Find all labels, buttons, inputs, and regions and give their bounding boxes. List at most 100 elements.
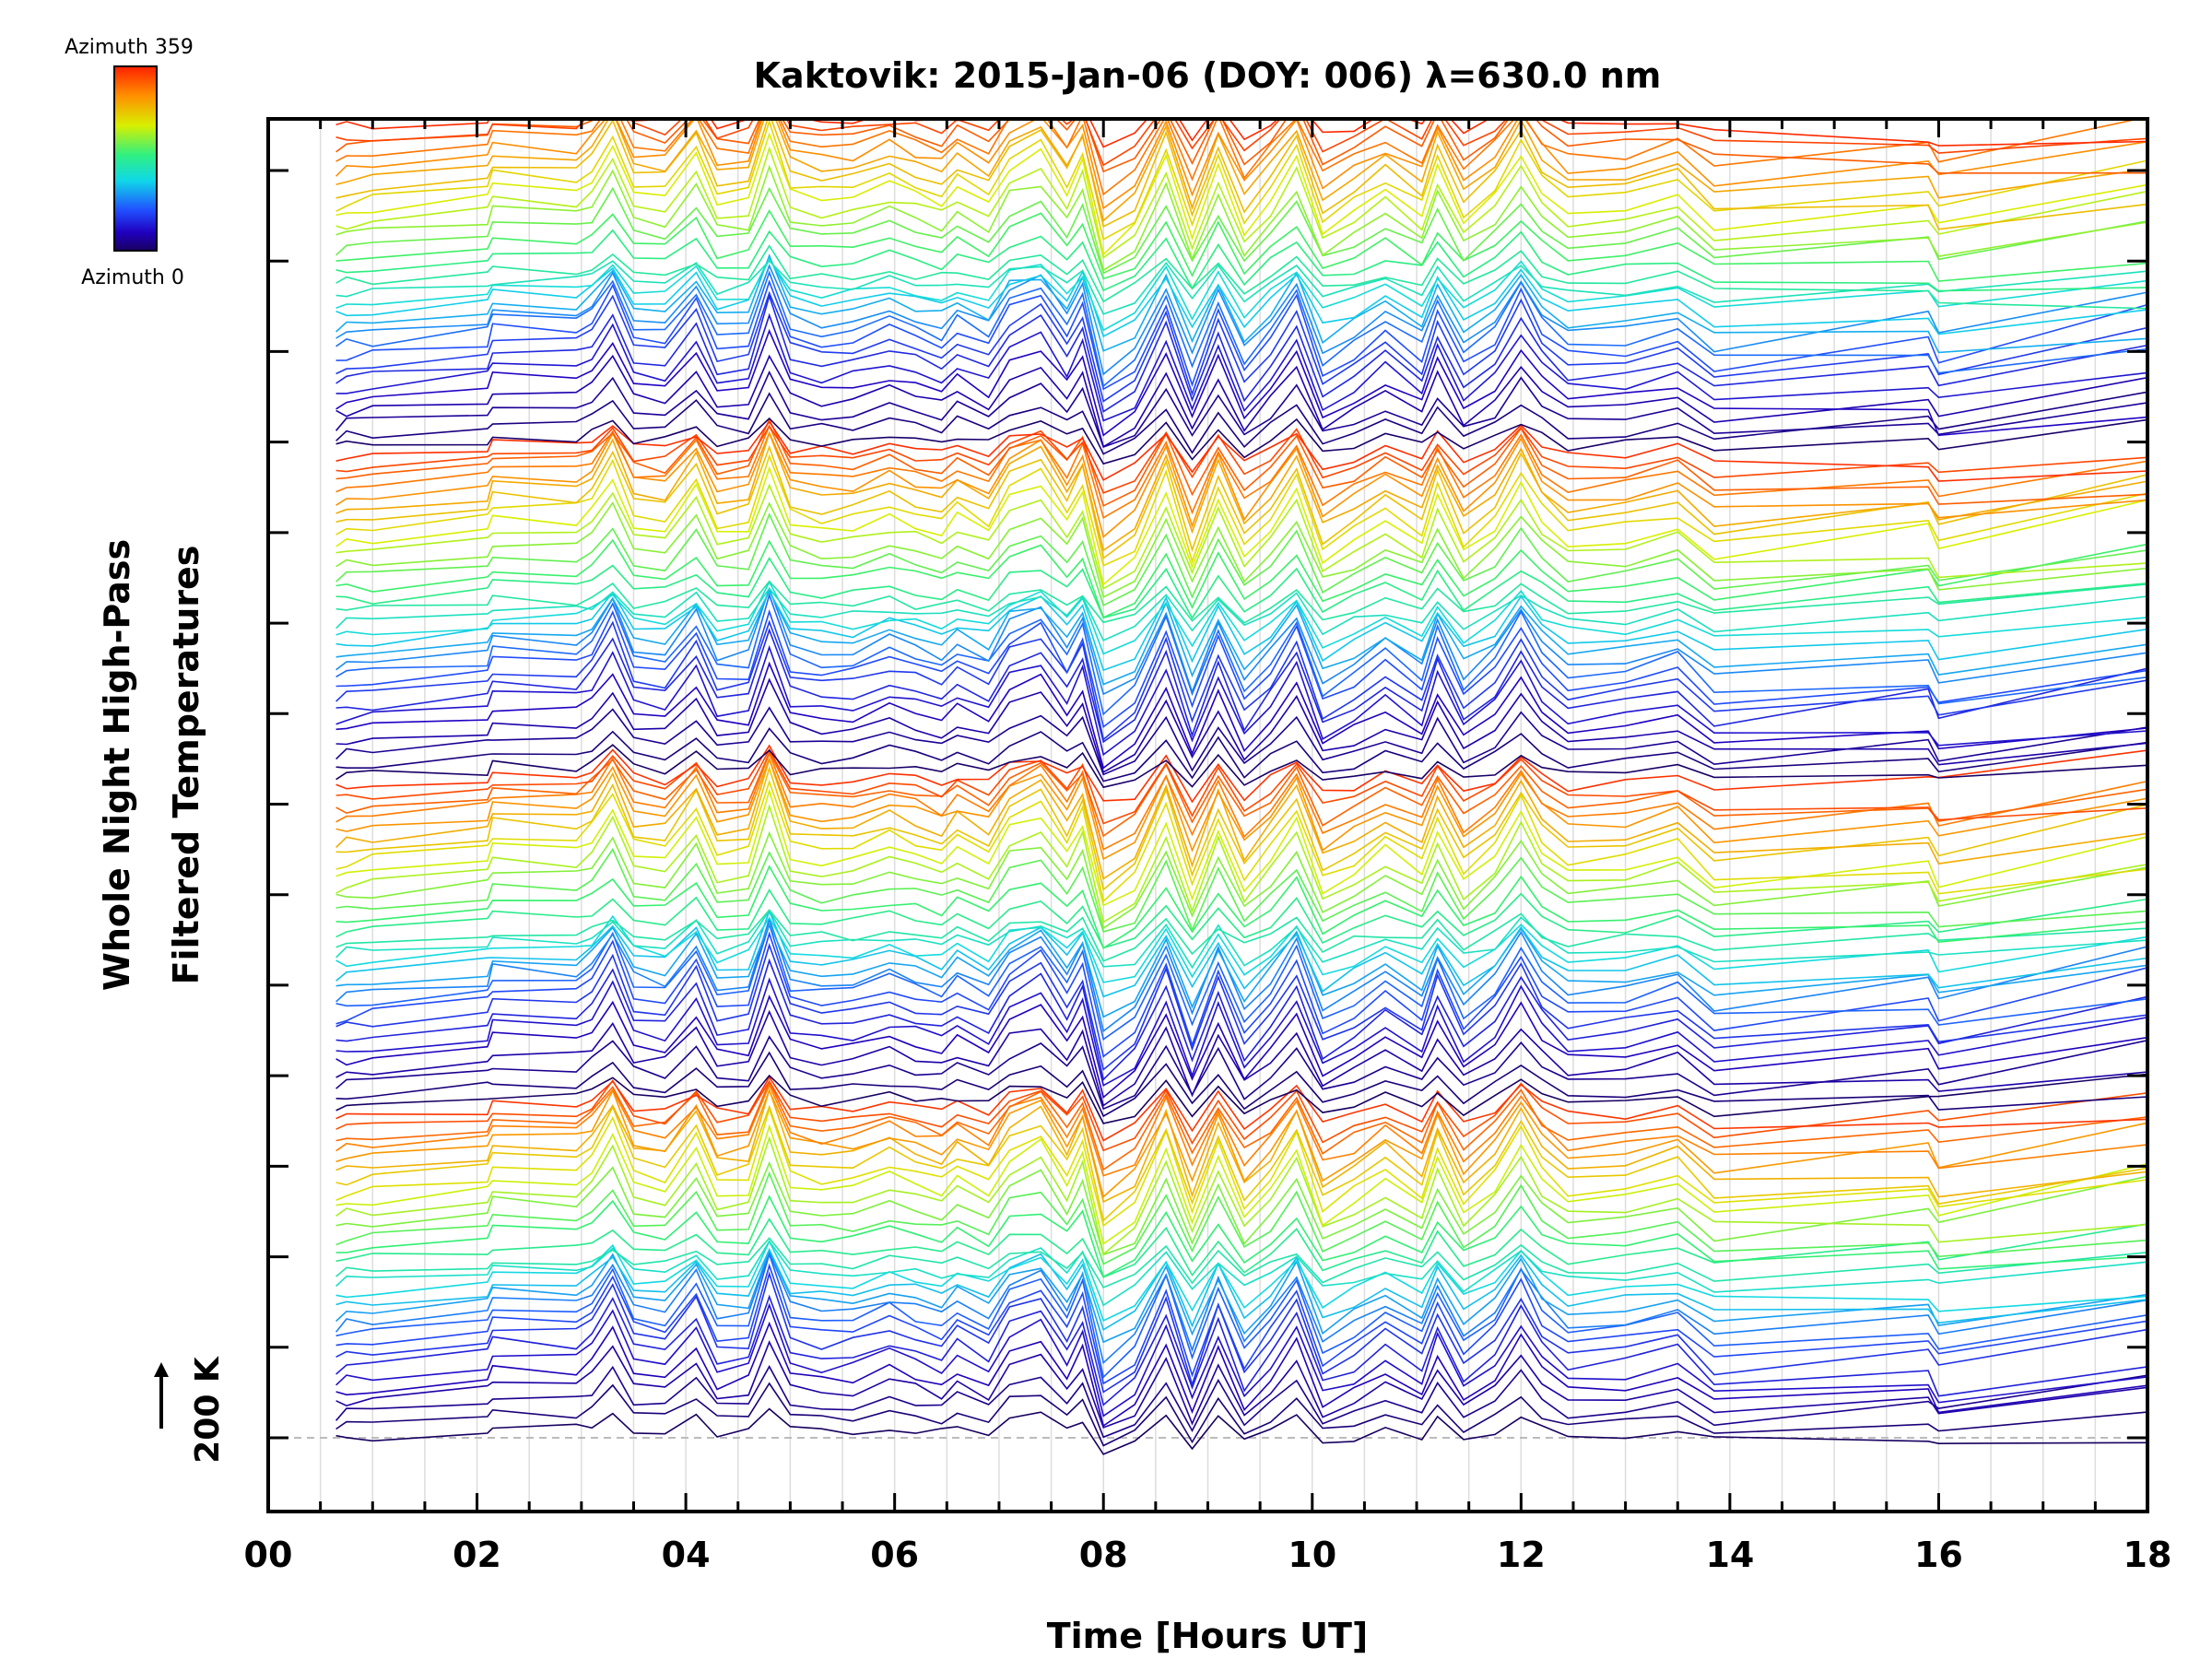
series-line bbox=[335, 1171, 2147, 1265]
series-line bbox=[335, 1271, 2147, 1394]
series-line bbox=[335, 589, 2147, 686]
x-tick-label: 06 bbox=[870, 1535, 919, 1575]
colorbar: Azimuth 359 Azimuth 0 bbox=[65, 36, 194, 289]
series-line bbox=[335, 909, 2147, 962]
series-line bbox=[335, 418, 2147, 507]
reference-arrow-head bbox=[154, 1362, 169, 1377]
series-line bbox=[335, 253, 2147, 354]
series-line bbox=[335, 909, 2147, 970]
series-line bbox=[335, 922, 2147, 1041]
reference-label: 200 K bbox=[189, 1356, 227, 1464]
series-line bbox=[335, 747, 2147, 825]
series-line bbox=[335, 279, 2147, 391]
series-line bbox=[335, 788, 2147, 907]
series-line bbox=[335, 580, 2147, 655]
series-line bbox=[335, 909, 2147, 998]
series-line bbox=[335, 1160, 2147, 1256]
series-line bbox=[335, 1051, 2147, 1118]
series-lines bbox=[335, 119, 2147, 1455]
series-line bbox=[335, 779, 2147, 903]
series-line bbox=[335, 661, 2147, 770]
x-tick-label: 16 bbox=[1914, 1535, 1963, 1575]
series-line bbox=[335, 1079, 2147, 1171]
series-line bbox=[335, 1088, 2147, 1198]
series-line bbox=[335, 417, 2147, 465]
series-line bbox=[335, 592, 2147, 716]
series-line bbox=[335, 830, 2147, 930]
x-tick-label: 04 bbox=[662, 1535, 711, 1575]
series-line bbox=[335, 264, 2147, 376]
colorbar-gradient bbox=[113, 65, 158, 252]
series-line bbox=[335, 556, 2147, 620]
series-line bbox=[335, 186, 2147, 275]
series-line bbox=[335, 146, 2147, 259]
series-line bbox=[335, 757, 2147, 880]
series-line bbox=[335, 208, 2147, 282]
series-line bbox=[335, 914, 2147, 983]
series-line bbox=[335, 1365, 2147, 1439]
series-line bbox=[335, 119, 2147, 222]
series-line bbox=[335, 420, 2147, 482]
series-line bbox=[335, 587, 2147, 641]
series-line bbox=[335, 994, 2147, 1100]
series-line bbox=[335, 1302, 2147, 1418]
series-line bbox=[335, 677, 2147, 773]
series-line bbox=[335, 258, 2147, 332]
x-tick-label: 18 bbox=[2124, 1535, 2172, 1575]
series-line bbox=[335, 119, 2147, 241]
series-line bbox=[335, 1035, 2147, 1111]
y-axis-label-line2: Filtered Temperatures bbox=[166, 546, 206, 985]
series-line bbox=[335, 229, 2147, 292]
series-line bbox=[335, 244, 2147, 310]
series-line bbox=[335, 1407, 2147, 1455]
series-line bbox=[335, 580, 2147, 624]
series-line bbox=[335, 164, 2147, 272]
series-line bbox=[335, 1218, 2147, 1278]
series-line bbox=[335, 744, 2147, 804]
series-line bbox=[335, 370, 2147, 449]
series-line bbox=[335, 483, 2147, 590]
series-line bbox=[335, 1294, 2147, 1406]
series-line bbox=[335, 1263, 2147, 1385]
series-line bbox=[335, 500, 2147, 599]
chart-title: Kaktovik: 2015-Jan-06 (DOY: 006) λ=630.0… bbox=[754, 55, 1662, 96]
series-line bbox=[335, 453, 2147, 567]
x-tick-label: 12 bbox=[1497, 1535, 1546, 1575]
series-line bbox=[335, 619, 2147, 741]
series-line bbox=[335, 750, 2147, 838]
series-line bbox=[335, 312, 2147, 422]
series-line bbox=[335, 751, 2147, 851]
series-line bbox=[335, 512, 2147, 606]
series-line bbox=[335, 260, 2147, 315]
series-line bbox=[335, 1248, 2147, 1344]
series-line bbox=[335, 958, 2147, 1081]
series-line bbox=[335, 424, 2147, 519]
series-line bbox=[335, 888, 2147, 949]
series-line bbox=[335, 977, 2147, 1087]
series-line bbox=[335, 931, 2147, 1058]
series-line bbox=[335, 765, 2147, 891]
series-line bbox=[335, 706, 2147, 776]
series-line bbox=[335, 1247, 2147, 1331]
series-line bbox=[335, 590, 2147, 672]
series-line bbox=[335, 1240, 2147, 1307]
series-line bbox=[335, 943, 2147, 1071]
series-line bbox=[335, 1340, 2147, 1429]
series-line bbox=[335, 757, 2147, 861]
series-line bbox=[335, 1237, 2147, 1288]
x-tick-label: 14 bbox=[1705, 1535, 1754, 1575]
series-line bbox=[335, 727, 2147, 782]
series-line bbox=[335, 293, 2147, 413]
series-line bbox=[335, 1321, 2147, 1428]
x-tick-label: 02 bbox=[453, 1535, 501, 1575]
series-line bbox=[335, 119, 2147, 167]
x-tick-label: 08 bbox=[1079, 1535, 1128, 1575]
series-line bbox=[335, 132, 2147, 256]
series-line bbox=[335, 328, 2147, 437]
series-line bbox=[335, 119, 2147, 210]
series-line bbox=[335, 425, 2147, 494]
series-line bbox=[335, 1073, 2147, 1124]
series-line bbox=[335, 1083, 2147, 1177]
series-line bbox=[335, 1087, 2147, 1204]
series-line bbox=[335, 1104, 2147, 1222]
